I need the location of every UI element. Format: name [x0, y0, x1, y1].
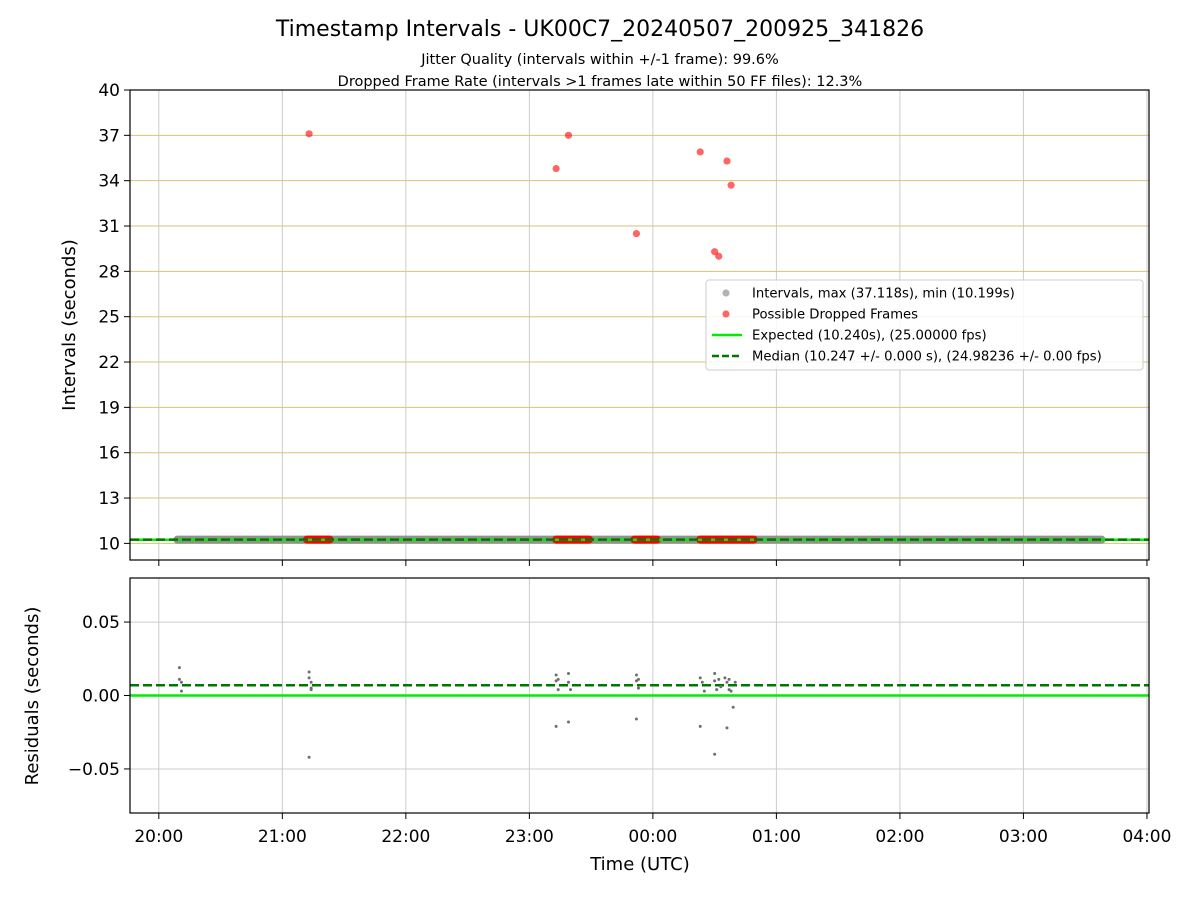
- residual-point: [179, 689, 183, 693]
- lower-y-axis-label: Residuals (seconds): [22, 607, 43, 786]
- legend-label: Possible Dropped Frames: [752, 308, 918, 323]
- y-tick-label: 28: [98, 262, 120, 282]
- legend-box: [705, 279, 1144, 371]
- lower-panel: 0.05 0.00 −0.05 20:00 21:00 22:00 23:00 00:00 01…: [68, 577, 1171, 847]
- residual-point: [719, 685, 723, 689]
- residual-point: [556, 688, 560, 692]
- plot-frame: [129, 577, 1150, 814]
- legend-label: Median (10.247 +/- 0.000 s), (24.98236 +…: [752, 350, 1102, 365]
- residual-point: [698, 676, 702, 680]
- plot-frame: [129, 89, 1150, 561]
- residual-point: [698, 724, 702, 728]
- residual-point: [634, 717, 638, 721]
- y-tick-label: 37: [98, 126, 120, 146]
- y-tick-label: 0.05: [82, 613, 120, 633]
- chart-title: Timestamp Intervals - UK00C7_20240507_20…: [275, 17, 924, 42]
- y-tick-label: 10: [98, 534, 120, 554]
- residual-point: [717, 677, 721, 681]
- dropped-frame-point: [727, 181, 735, 189]
- residual-point: [634, 673, 638, 677]
- residual-point: [179, 680, 183, 684]
- residual-point: [725, 680, 729, 684]
- dropped-frame-point: [715, 252, 723, 260]
- legend-label: Expected (10.240s), (25.00000 fps): [752, 329, 987, 344]
- x-tick-label: 22:00: [381, 827, 430, 847]
- residual-point: [566, 720, 570, 724]
- y-tick-label: 40: [98, 81, 120, 101]
- dropped-frame-point: [305, 130, 313, 138]
- residual-point: [307, 670, 311, 674]
- residual-point: [307, 755, 311, 759]
- y-tick-label: 19: [98, 398, 120, 418]
- legend-marker: [722, 289, 730, 297]
- upper-y-axis-label: Intervals (seconds): [59, 239, 80, 411]
- y-tick-label: 0.00: [82, 687, 120, 707]
- upper-panel: 10 13 16 19 22 25 28 31 34 37 40 Intervals, max (37…: [98, 81, 1150, 566]
- x-tick-label: 21:00: [258, 827, 307, 847]
- y-tick-label: −0.05: [68, 760, 120, 780]
- y-tick-label: 25: [98, 308, 120, 328]
- x-axis-label: Time (UTC): [589, 854, 690, 875]
- chart-subtitle-jitter: Jitter Quality (intervals within +/-1 fr…: [420, 52, 779, 68]
- residual-point: [177, 677, 181, 681]
- dropped-frame-point: [564, 131, 573, 139]
- residual-point: [307, 676, 311, 680]
- residual-point: [309, 680, 313, 684]
- x-tick-label: 02:00: [875, 827, 924, 847]
- residual-point: [713, 671, 717, 675]
- residual-point: [713, 752, 717, 756]
- legend: Intervals, max (37.118s), min (10.199s) P…: [705, 279, 1144, 371]
- residual-point: [177, 666, 181, 670]
- y-tick-label: 34: [98, 172, 120, 192]
- residual-point: [556, 677, 560, 681]
- residual-point: [700, 680, 704, 684]
- residual-point: [566, 671, 570, 675]
- y-tick-label: 13: [98, 489, 120, 509]
- residual-point: [733, 680, 737, 684]
- residual-point: [727, 677, 731, 681]
- y-tick-label: 22: [98, 353, 120, 373]
- residual-point: [731, 705, 735, 709]
- residual-point: [569, 688, 573, 692]
- dropped-frame-point: [632, 229, 641, 238]
- residual-point: [725, 726, 729, 730]
- residual-point: [713, 679, 717, 683]
- residual-point: [566, 680, 570, 684]
- residual-point: [636, 686, 640, 690]
- residual-point: [723, 676, 727, 680]
- residual-point: [636, 677, 640, 681]
- residual-point: [309, 686, 313, 690]
- legend-label: Intervals, max (37.118s), min (10.199s): [752, 287, 1015, 302]
- y-tick-label: 31: [98, 217, 120, 237]
- dropped-frame-point: [552, 164, 560, 173]
- x-tick-label: 01:00: [752, 827, 801, 847]
- legend-marker: [722, 310, 730, 318]
- dropped-frame-point: [723, 157, 731, 165]
- x-tick-label: 04:00: [1122, 827, 1171, 847]
- residual-point: [554, 724, 558, 728]
- y-tick-label: 16: [98, 444, 120, 464]
- residual-point: [554, 673, 558, 677]
- residual-point: [702, 689, 706, 693]
- dropped-frame-point: [696, 148, 704, 156]
- residual-point: [715, 688, 719, 692]
- x-tick-label: 23:00: [505, 827, 554, 847]
- x-tick-label: 03:00: [999, 827, 1048, 847]
- residual-point: [729, 689, 733, 693]
- chart-subtitle-dropped: Dropped Frame Rate (intervals >1 frames …: [338, 74, 863, 90]
- x-tick-label: 00:00: [628, 827, 677, 847]
- x-tick-label: 20:00: [134, 827, 183, 847]
